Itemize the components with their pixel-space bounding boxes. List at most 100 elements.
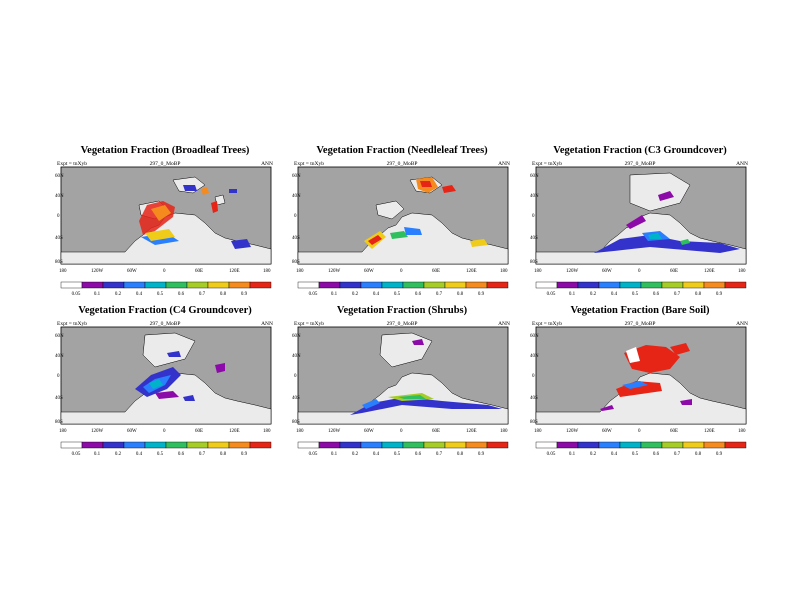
colorbar-label: 0.6 <box>415 452 422 457</box>
panel-broadleaf-trees: Vegetation Fraction (Broadleaf Trees) Ex… <box>55 145 275 325</box>
colorbar-swatch <box>577 281 600 289</box>
colorbar-swatch <box>556 281 579 289</box>
colorbar-label: 0.5 <box>157 452 164 457</box>
season-label: ANN <box>736 321 748 327</box>
lat-axis: 60N 40N 0 40S 80S <box>292 334 301 425</box>
colorbar-label: 0.2 <box>115 292 122 297</box>
panel-c4-groundcover: Vegetation Fraction (C4 Groundcover) Exp… <box>55 305 275 485</box>
colorbar-swatch <box>144 281 167 289</box>
panel-title: Vegetation Fraction (C4 Groundcover) <box>78 305 252 316</box>
colorbar-swatch <box>423 441 446 449</box>
colorbar-swatch <box>486 281 509 289</box>
expt-label: Expt = tnXyb <box>294 161 324 167</box>
colorbar-label: 0.2 <box>352 292 359 297</box>
lon-tick: 120E <box>466 269 477 274</box>
colorbar-label: 0.8 <box>457 452 464 457</box>
expt-label: Expt = tnXyb <box>57 161 87 167</box>
colorbar-label: 0.05 <box>547 292 556 297</box>
vegetation-field <box>364 177 488 249</box>
colorbar-label: 0.9 <box>716 452 723 457</box>
lat-tick: 80S <box>292 420 300 425</box>
colorbar-label: 0.05 <box>309 452 318 457</box>
lon-tick: 60W <box>364 429 374 434</box>
colorbar-label: 0.7 <box>436 292 443 297</box>
colorbar-swatch <box>598 441 621 449</box>
lat-tick: 40S <box>530 236 538 241</box>
colorbar-label: 0.1 <box>331 292 338 297</box>
colorbar-swatch <box>661 281 684 289</box>
panel-needleleaf-trees: Vegetation Fraction (Needleleaf Trees) E… <box>292 145 512 325</box>
vegetation-field <box>350 339 502 415</box>
lat-tick: 40N <box>55 354 64 359</box>
lat-tick: 40N <box>530 194 539 199</box>
colorbar-swatch <box>535 441 558 449</box>
expt-label: Expt = tnXyb <box>294 321 324 327</box>
colorbar-label: 0.4 <box>136 292 143 297</box>
expt-label: Expt = tnXyb <box>532 321 562 327</box>
colorbar-label: 0.8 <box>695 292 702 297</box>
colorbar-label: 0.05 <box>72 452 81 457</box>
vegetation-field <box>600 343 692 411</box>
colorbar-label: 0.1 <box>331 452 338 457</box>
expt-label: Expt = tnXyb <box>57 321 87 327</box>
lon-tick: 0 <box>163 269 166 274</box>
colorbar-label: 0.6 <box>653 452 660 457</box>
lon-tick: 180 <box>296 269 304 274</box>
lon-tick: 180 <box>296 429 304 434</box>
lon-tick: 60E <box>432 269 440 274</box>
panel-title: Vegetation Fraction (Broadleaf Trees) <box>80 145 250 156</box>
map-svg: 60N 40N 0 40S 80S 180 120W 60W 0 60E 120… <box>530 166 747 297</box>
case-label: 297_0_MoBP <box>624 321 656 327</box>
colorbar-swatch <box>661 441 684 449</box>
season-label: ANN <box>498 161 510 167</box>
lat-tick: 40S <box>530 396 538 401</box>
colorbar-swatch <box>144 441 167 449</box>
lat-axis: 60N 40N 0 40S 80S <box>530 334 539 425</box>
colorbar-label: 0.4 <box>611 452 618 457</box>
colorbar-swatch <box>123 441 146 449</box>
lon-tick: 60W <box>127 429 137 434</box>
vegetation-field <box>135 351 225 401</box>
colorbar-swatch <box>444 441 467 449</box>
colorbar-labels: 0.05 0.1 0.2 0.4 0.5 0.6 0.7 0.8 0.9 <box>72 452 248 457</box>
map-svg: 60N 40N 0 40S 80S 180 120W 60W 0 60E 120… <box>55 166 272 297</box>
colorbar-swatch <box>297 281 320 289</box>
lon-tick: 120E <box>229 429 240 434</box>
colorbar-swatch <box>682 441 705 449</box>
colorbar-label: 0.6 <box>178 452 185 457</box>
panel-title: Vegetation Fraction (Shrubs) <box>336 305 468 316</box>
lon-tick: 180 <box>263 269 271 274</box>
colorbar-swatch <box>249 441 272 449</box>
map-svg: 60N 40N 0 40S 80S 180 120W 60W 0 60E 120… <box>292 326 509 457</box>
colorbar-swatch <box>381 281 404 289</box>
colorbar-swatch <box>165 441 188 449</box>
lat-tick: 40N <box>530 354 539 359</box>
lon-tick: 120E <box>704 269 715 274</box>
lon-tick: 120W <box>328 269 341 274</box>
lon-tick: 60E <box>670 269 678 274</box>
panel-c3-groundcover: Vegetation Fraction (C3 Groundcover) Exp… <box>530 145 750 325</box>
lon-tick: 120W <box>566 269 579 274</box>
lat-tick: 60N <box>292 174 301 179</box>
lon-tick: 180 <box>534 429 542 434</box>
lat-tick: 0 <box>532 374 535 379</box>
lon-tick: 120W <box>566 429 579 434</box>
lon-axis: 180 120W 60W 0 60E 120E 180 <box>59 429 271 434</box>
lon-tick: 120W <box>91 429 104 434</box>
colorbar-swatch <box>360 281 383 289</box>
lon-tick: 60W <box>602 269 612 274</box>
colorbar-swatch <box>60 441 83 449</box>
colorbar-label: 0.7 <box>436 452 443 457</box>
lon-tick: 120E <box>229 269 240 274</box>
lat-tick: 40N <box>292 354 301 359</box>
colorbar-swatch <box>619 281 642 289</box>
colorbar-label: 0.7 <box>674 292 681 297</box>
colorbar-label: 0.5 <box>394 452 401 457</box>
lat-tick: 0 <box>294 374 297 379</box>
lat-axis: 60N 40N 0 40S 80S <box>55 334 64 425</box>
lat-tick: 40N <box>292 194 301 199</box>
colorbar-label: 0.6 <box>653 292 660 297</box>
colorbar-swatch <box>465 281 488 289</box>
map-frame <box>297 326 509 425</box>
lon-tick: 0 <box>400 269 403 274</box>
